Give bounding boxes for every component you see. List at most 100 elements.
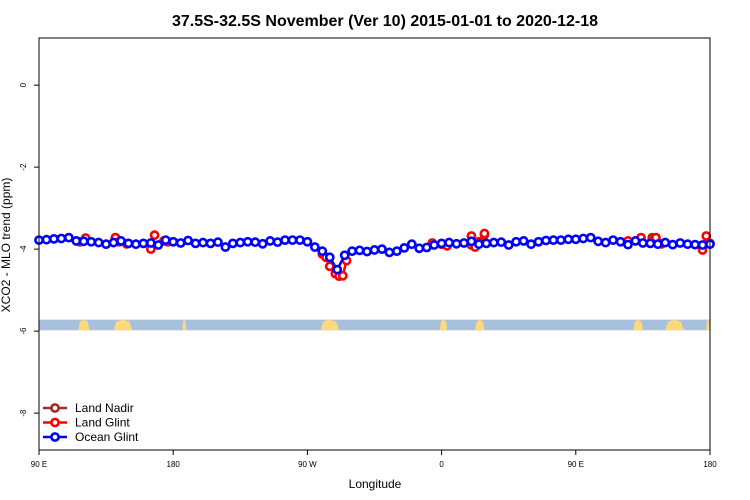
data-point	[309, 242, 320, 252]
x-axis-label: Longitude	[349, 477, 402, 491]
data-point	[600, 237, 611, 248]
data-point	[479, 228, 490, 239]
map-land-segment	[182, 319, 187, 331]
data-point	[265, 236, 276, 246]
data-point	[168, 236, 179, 247]
data-point	[123, 238, 134, 249]
data-point	[93, 237, 104, 248]
legend-item: Land Glint	[43, 416, 130, 430]
data-point	[86, 236, 97, 247]
data-point	[149, 230, 160, 241]
x-tick-label: 90 E	[31, 460, 47, 469]
data-point	[451, 238, 462, 249]
map-land-segment	[633, 319, 643, 331]
data-point	[391, 246, 402, 257]
data-point	[526, 239, 536, 250]
data-point	[518, 236, 529, 246]
x-tick-label: 90 W	[298, 460, 317, 469]
data-point	[511, 236, 522, 247]
data-point	[332, 264, 343, 275]
data-point	[578, 233, 589, 244]
data-point	[280, 235, 290, 246]
data-point	[175, 238, 186, 248]
data-point	[593, 236, 604, 247]
data-point	[690, 239, 700, 250]
y-tick-label: 0	[19, 82, 28, 87]
data-point	[555, 235, 566, 246]
data-point	[63, 232, 74, 243]
data-point	[645, 238, 656, 249]
data-point	[235, 237, 246, 248]
data-point	[138, 238, 149, 249]
data-point	[295, 235, 305, 246]
data-point	[369, 245, 380, 255]
data-point	[459, 238, 469, 248]
plot-frame	[38, 37, 711, 451]
data-point	[563, 234, 574, 245]
data-point	[198, 237, 208, 248]
y-tick-label: -2	[19, 163, 28, 171]
map-land-segment	[665, 319, 684, 331]
x-tick-label: 180	[703, 460, 717, 469]
data-point	[429, 240, 440, 250]
data-point	[630, 236, 641, 246]
y-axis-label: XCO2 - MLO trend (ppm)	[0, 178, 13, 313]
data-point	[78, 236, 89, 247]
data-point	[145, 238, 156, 248]
map-ocean-band	[39, 319, 710, 331]
data-point	[108, 237, 119, 248]
data-point	[399, 242, 410, 253]
data-point	[436, 238, 447, 249]
map-land-segment	[706, 319, 710, 331]
y-axis: 0 -2 -4 -6 -8	[19, 82, 39, 417]
x-axis: 90 E 180 90 W 0 90 E 180	[31, 450, 717, 469]
data-point	[682, 239, 693, 250]
y-tick-label: -4	[19, 245, 28, 253]
data-point	[667, 239, 678, 250]
data-point	[287, 235, 298, 246]
data-point	[488, 237, 499, 248]
data-point	[660, 237, 671, 248]
y-tick-label: -6	[19, 327, 28, 335]
data-point	[213, 237, 223, 248]
data-point	[257, 238, 268, 249]
data-point	[250, 237, 261, 248]
x-tick-label: 180	[167, 460, 181, 469]
data-point	[481, 238, 492, 249]
map-land-segment	[113, 319, 133, 331]
map-strip	[39, 319, 710, 331]
data-point	[153, 240, 164, 250]
data-point	[362, 246, 372, 257]
legend-swatch-marker	[50, 417, 60, 428]
data-point	[585, 232, 596, 243]
map-land-segment	[78, 319, 90, 331]
data-point	[227, 238, 238, 249]
x-tick-label: 0	[439, 460, 444, 469]
data-point	[466, 236, 477, 247]
data-point	[347, 246, 358, 257]
data-point	[242, 236, 253, 247]
data-point	[701, 231, 712, 241]
data-point	[638, 238, 648, 248]
map-land-segment	[320, 319, 340, 331]
data-point	[183, 235, 194, 246]
data-point	[354, 245, 365, 256]
data-point	[160, 235, 171, 246]
data-point	[675, 238, 686, 248]
legend-item: Ocean Glint	[43, 430, 139, 444]
data-point	[337, 270, 348, 281]
data-point	[444, 237, 454, 248]
y-tick-label: -8	[19, 409, 28, 417]
legend-swatch-marker	[50, 432, 60, 442]
data-point	[697, 240, 708, 250]
data-point	[496, 237, 507, 248]
series-layer	[34, 228, 715, 282]
data-point	[205, 238, 216, 249]
data-point	[570, 234, 581, 245]
data-point	[652, 239, 663, 250]
series-ocean-glint	[34, 232, 715, 275]
data-point	[49, 233, 59, 244]
data-point	[324, 261, 335, 272]
